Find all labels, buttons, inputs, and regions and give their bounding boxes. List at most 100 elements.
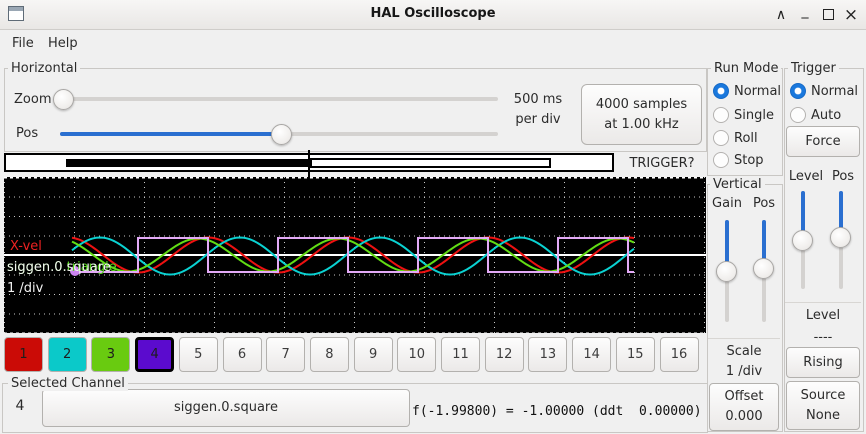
channel-button-2[interactable]: 2	[47, 337, 87, 372]
minimize-icon[interactable]: _	[801, 2, 809, 19]
trigger-edge-button[interactable]: Rising	[786, 347, 860, 378]
window-menu-icon[interactable]	[8, 6, 24, 21]
trigger-pos-slider-label: Pos	[831, 169, 855, 184]
run-mode-radio-single[interactable]	[713, 107, 729, 123]
selected-channel-number: 4	[15, 398, 25, 414]
channel-button-8[interactable]: 8	[309, 337, 349, 372]
channel-button-4[interactable]: 4	[135, 337, 175, 372]
run-mode-radio-normal[interactable]	[713, 83, 729, 99]
vertical-scale-label: Scale	[726, 344, 762, 359]
scope-channel1-label: X-vel	[10, 239, 42, 254]
scope-canvas	[4, 177, 706, 333]
trigger-source-line1: Source	[800, 387, 846, 403]
scope-trace-siggen.0.square	[72, 237, 634, 273]
samples-button[interactable]: 4000 samples at 1.00 kHz	[581, 84, 702, 145]
pos-label: Pos	[16, 126, 39, 141]
vertical-scale-value: 1 /div	[725, 364, 763, 379]
trigger-separator	[785, 302, 861, 303]
selected-channel-name-button[interactable]: siggen.0.square	[42, 389, 410, 427]
rate-per-div-line2: per div	[515, 112, 561, 127]
window-title: HAL Oscilloscope	[370, 6, 496, 21]
run-mode-roll-label: Roll	[734, 131, 758, 146]
scope-trace-#0ad2d2	[71, 236, 635, 276]
vertical-offset-button[interactable]: Offset 0.000	[709, 383, 779, 431]
run-mode-normal-label: Normal	[734, 84, 782, 99]
horizontal-frame-label: Horizontal	[8, 61, 81, 76]
channel-button-row: 1 2 3 4 5 6 7 8 9 10 11 12 13 14 15 16	[0, 337, 710, 372]
scope-selected-scale-label: 1 /div	[7, 281, 44, 296]
trigger-status-label: TRIGGER?	[629, 156, 695, 171]
run-mode-single-label: Single	[734, 108, 774, 123]
trigger-level-slider-handle[interactable]	[792, 230, 813, 251]
channel-button-9[interactable]: 9	[353, 337, 393, 372]
trigger-level-slider-fill	[801, 191, 805, 241]
channel-button-1[interactable]: 1	[4, 337, 43, 372]
pos-slider-fill	[60, 132, 281, 136]
run-mode-radio-roll[interactable]	[713, 130, 729, 146]
run-mode-frame-label: Run Mode	[711, 61, 782, 76]
scope-channel3-label: siggen.0.triangle	[7, 260, 117, 275]
run-mode-stop-label: Stop	[734, 153, 764, 168]
trigger-pos-slider-fill	[839, 191, 843, 238]
scope-display: X-vel siggen.0.triangle siggen.0.square …	[4, 177, 706, 333]
vertical-gain-slider-handle[interactable]	[716, 261, 737, 282]
channel-button-15[interactable]: 15	[615, 337, 655, 372]
channel-button-16[interactable]: 16	[659, 337, 699, 372]
scope-trace-siggen.0.triangle	[71, 237, 635, 273]
selected-channel-name-text: siggen.0.square	[174, 400, 278, 415]
vertical-frame-label: Vertical	[710, 177, 765, 192]
title-bar: HAL Oscilloscope ∧ _ ×	[0, 0, 866, 30]
channel-button-6[interactable]: 6	[222, 337, 262, 372]
record-window-segment	[310, 158, 551, 168]
menu-help[interactable]: Help	[48, 36, 78, 51]
channel-button-12[interactable]: 12	[484, 337, 524, 372]
pos-slider-handle[interactable]	[271, 124, 292, 145]
trigger-radio-normal[interactable]	[790, 83, 806, 99]
trigger-edge-label: Rising	[803, 354, 843, 370]
vertical-separator	[708, 338, 780, 339]
menu-file[interactable]: File	[12, 36, 34, 51]
menu-bar: File Help	[0, 30, 866, 56]
run-mode-radio-stop[interactable]	[713, 152, 729, 168]
trigger-frame-label: Trigger	[788, 61, 839, 76]
shade-icon[interactable]: ∧	[775, 6, 787, 23]
trigger-normal-label: Normal	[811, 84, 859, 99]
channel-button-11[interactable]: 11	[441, 337, 480, 372]
channel-button-10[interactable]: 10	[397, 337, 437, 372]
channel-button-7[interactable]: 7	[266, 337, 306, 372]
trigger-radio-auto[interactable]	[790, 107, 806, 123]
zoom-slider-track[interactable]	[55, 97, 498, 101]
maximize-icon[interactable]	[818, 0, 838, 29]
samples-button-line1: 4000 samples	[595, 96, 688, 112]
vertical-gain-label: Gain	[712, 196, 742, 211]
trigger-level-readout-value: ----	[813, 330, 833, 345]
selected-channel-frame-label: Selected Channel	[8, 376, 128, 391]
selected-channel-readout: f(-1.99800) = -1.00000 (ddt 0.00000)	[412, 404, 702, 419]
trigger-level-readout-label: Level	[805, 308, 841, 323]
close-icon[interactable]: ×	[843, 4, 859, 25]
trigger-level-slider-label: Level	[788, 169, 824, 184]
record-filled-segment	[66, 159, 309, 167]
horizontal-frame	[4, 68, 707, 152]
scope-trace-X-vel	[71, 236, 635, 274]
vertical-offset-line1: Offset	[724, 389, 764, 404]
trigger-force-label: Force	[805, 133, 841, 149]
channel-button-13[interactable]: 13	[528, 337, 568, 372]
channel-button-14[interactable]: 14	[572, 337, 612, 372]
trigger-source-line2: None	[806, 407, 840, 423]
vertical-gain-slider-fill	[725, 220, 729, 272]
samples-button-line2: at 1.00 kHz	[604, 116, 679, 132]
vertical-offset-line2: 0.000	[725, 409, 763, 424]
scope-selected-name-label: siggen.0.square	[7, 260, 111, 275]
channel-button-3[interactable]: 3	[91, 337, 131, 372]
vertical-pos-slider-handle[interactable]	[753, 258, 774, 279]
rate-per-div-line1: 500 ms	[513, 92, 563, 107]
channel-button-5[interactable]: 5	[178, 337, 218, 372]
zoom-slider-handle[interactable]	[53, 89, 74, 110]
trigger-force-button[interactable]: Force	[786, 126, 860, 157]
trigger-source-button[interactable]: Source None	[786, 381, 860, 430]
trigger-auto-label: Auto	[811, 108, 842, 123]
trigger-pos-slider-handle[interactable]	[830, 227, 851, 248]
selected-channel-marker-dot	[70, 266, 80, 276]
